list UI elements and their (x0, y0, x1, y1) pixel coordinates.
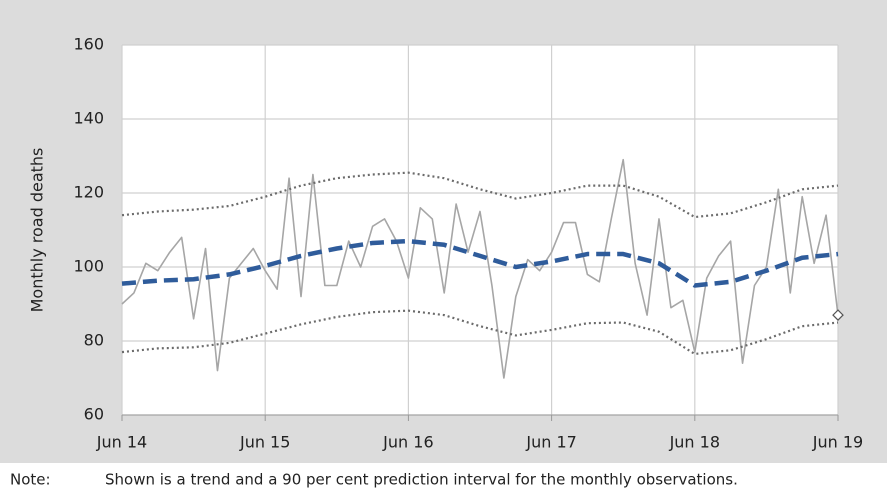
y-axis-label: Monthly road deaths (28, 148, 47, 313)
y-tick-label: 80 (84, 331, 104, 350)
x-tick-label: Jun 14 (96, 433, 147, 452)
x-tick-label: Jun 18 (669, 433, 720, 452)
series-line (121, 171, 839, 219)
series-line (121, 238, 839, 288)
x-tick-label: Jun 15 (239, 433, 290, 452)
plot-area (122, 45, 838, 415)
note-label: Note: (10, 471, 51, 489)
y-tick-label: 160 (73, 35, 104, 54)
series-line (121, 309, 839, 356)
y-tick-label: 140 (73, 109, 104, 128)
y-tick-label: 100 (73, 257, 104, 276)
y-tick-label: 60 (84, 405, 104, 424)
x-tick-label: Jun 16 (382, 433, 433, 452)
last-point-marker (832, 309, 844, 321)
series-line (121, 158, 839, 379)
x-tick-label: Jun 17 (525, 433, 576, 452)
x-tick-label: Jun 19 (812, 433, 863, 452)
note-text: Shown is a trend and a 90 per cent predi… (105, 471, 738, 489)
y-tick-label: 120 (73, 183, 104, 202)
